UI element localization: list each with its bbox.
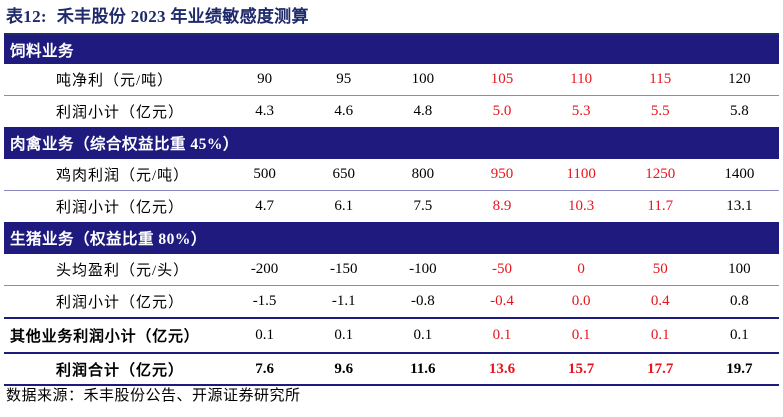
section-title: 肉禽业务（综合权益比重 45%）	[4, 127, 779, 159]
cell: 95	[304, 64, 384, 96]
cell: 50	[620, 254, 700, 286]
cell: -150	[304, 254, 384, 286]
table-row: 吨净利（元/吨） 90 95 100 105 110 115 120	[4, 64, 779, 96]
cell: 7.5	[413, 198, 433, 214]
section-title: 生猪业务（权益比重 80%）	[4, 222, 779, 254]
cell: -0.8	[410, 293, 435, 309]
cell: -200	[225, 254, 305, 286]
section-header-poultry: 肉禽业务（综合权益比重 45%）	[4, 127, 779, 159]
row-label: 利润合计（亿元）	[4, 353, 225, 386]
cell: 10.3	[568, 198, 595, 214]
cell: 8.9	[492, 198, 512, 214]
cell: 13.1	[726, 198, 753, 214]
cell: 90	[225, 64, 305, 96]
cell: 11.7	[647, 198, 674, 214]
table-number: 表12:	[6, 7, 47, 26]
section-header-feed: 饲料业务	[4, 35, 779, 64]
table-row: 利润小计（亿元） 4.3 4.6 4.8 5.0 5.3 5.5 5.8	[4, 96, 779, 128]
cell: 0.1	[225, 317, 305, 354]
cell: 6.1	[334, 198, 354, 214]
cell: 100	[383, 64, 463, 96]
cell: -1.5	[252, 293, 277, 309]
table-title-text: 禾丰股份 2023 年业绩敏感度测算	[56, 7, 309, 26]
cell: 5.0	[492, 103, 512, 119]
table-row: 鸡肉利润（元/吨） 500 650 800 950 1100 1250 1400	[4, 159, 779, 191]
cell: 5.8	[730, 103, 749, 119]
table-row: 利润小计（亿元） -1.5 -1.1 -0.8 -0.4 0.0 0.4 0.8	[4, 286, 779, 319]
cell: 11.6	[383, 353, 463, 386]
cell: -100	[383, 254, 463, 286]
cell: -0.4	[490, 293, 514, 309]
cell: -1.1	[331, 293, 356, 309]
cell: 120	[699, 64, 779, 96]
cell: 0.1	[620, 317, 700, 354]
row-label: 利润小计（亿元）	[56, 200, 185, 216]
section-title: 饲料业务	[4, 35, 779, 64]
cell: -50	[462, 254, 542, 286]
total-row: 利润合计（亿元） 7.6 9.6 11.6 13.6 15.7 17.7 19.…	[4, 353, 779, 386]
row-label: 头均盈利（元/头）	[4, 254, 225, 286]
cell: 0.1	[383, 317, 463, 354]
cell: 15.7	[541, 353, 621, 386]
cell: 0	[541, 254, 621, 286]
title-rule	[4, 33, 779, 35]
cell: 1400	[699, 159, 779, 191]
cell: 4.3	[255, 103, 274, 119]
cell: 0.1	[304, 317, 384, 354]
cell: 650	[304, 159, 384, 191]
cell: 0.1	[462, 317, 542, 354]
cell: 9.6	[304, 353, 384, 386]
cell: 1100	[541, 159, 621, 191]
section-header-hog: 生猪业务（权益比重 80%）	[4, 222, 779, 254]
cell: 800	[383, 159, 463, 191]
cell: 105	[462, 64, 542, 96]
cell: 4.7	[255, 198, 274, 214]
row-label: 吨净利（元/吨）	[4, 64, 225, 96]
cell: 13.6	[462, 353, 542, 386]
cell: 0.1	[699, 317, 779, 354]
source-note: 数据来源：禾丰股份公告、开源证券研究所	[6, 388, 301, 404]
cell: 0.1	[541, 317, 621, 354]
table-row: 利润小计（亿元） 4.7 6.1 7.5 8.9 10.3 11.7 13.1	[4, 191, 779, 223]
row-label: 利润小计（亿元）	[56, 105, 185, 121]
cell: 110	[541, 64, 621, 96]
cell: 0.0	[571, 293, 591, 309]
cell: 950	[462, 159, 542, 191]
cell: 17.7	[620, 353, 700, 386]
cell: 5.5	[650, 103, 670, 119]
sensitivity-table: 饲料业务 吨净利（元/吨） 90 95 100 105 110 115 120 …	[4, 35, 779, 386]
table-row: 头均盈利（元/头） -200 -150 -100 -50 0 50 100	[4, 254, 779, 286]
cell: 1250	[620, 159, 700, 191]
cell: 4.8	[413, 103, 433, 119]
cell: 7.6	[225, 353, 305, 386]
row-label: 利润小计（亿元）	[56, 295, 185, 311]
cell: 5.3	[571, 103, 591, 119]
cell: 0.8	[730, 293, 749, 309]
cell: 4.6	[334, 103, 354, 119]
table-title: 表12: 禾丰股份 2023 年业绩敏感度测算	[6, 2, 309, 32]
row-label: 其他业务利润小计（亿元）	[4, 317, 225, 354]
cell: 19.7	[699, 353, 779, 386]
row-label: 鸡肉利润（元/吨）	[4, 159, 225, 191]
cell: 115	[620, 64, 700, 96]
cell: 100	[699, 254, 779, 286]
other-business-row: 其他业务利润小计（亿元） 0.1 0.1 0.1 0.1 0.1 0.1 0.1	[4, 317, 779, 354]
cell: 500	[225, 159, 305, 191]
cell: 0.4	[650, 293, 670, 309]
